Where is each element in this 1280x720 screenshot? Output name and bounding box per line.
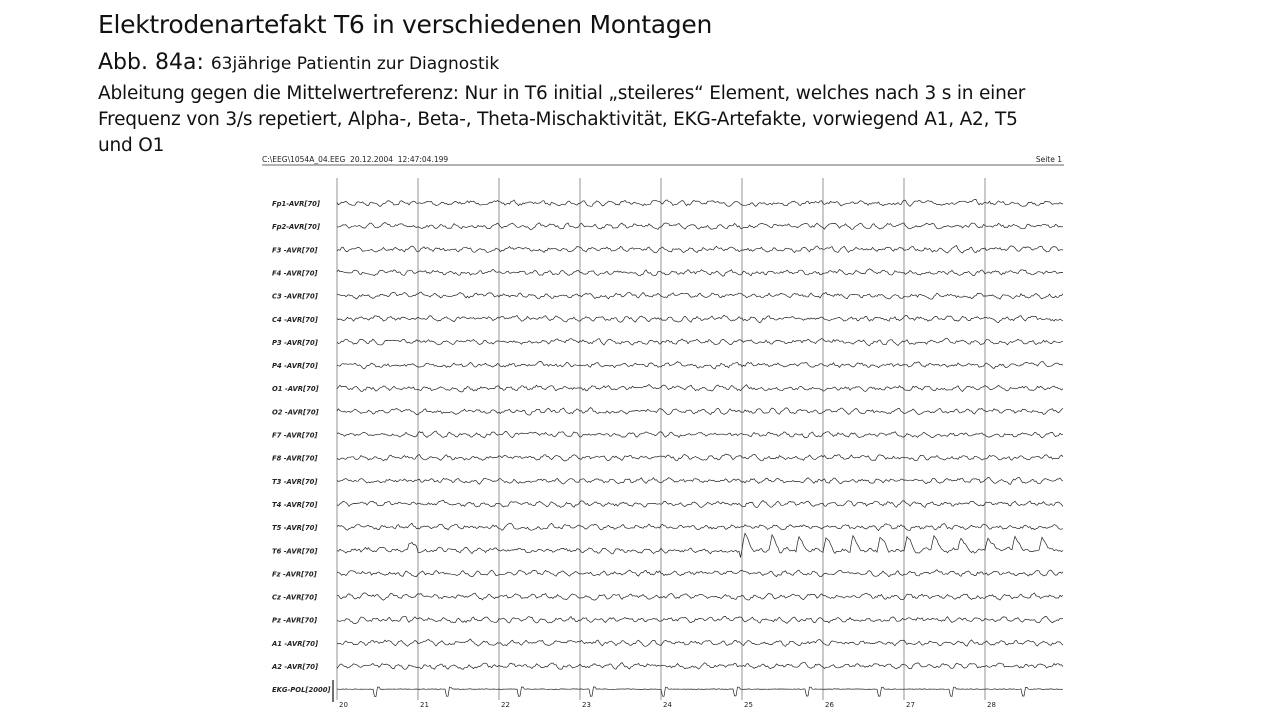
- eeg-trace: [336, 291, 1064, 300]
- description-line: Ableitung gegen die Mittelwertreferenz: …: [98, 83, 1026, 104]
- channel-label: P4 -AVR[70]: [272, 362, 319, 370]
- channel-label: F7 -AVR[70]: [272, 432, 318, 440]
- second-label: 27: [906, 701, 915, 709]
- second-label: 23: [582, 701, 591, 709]
- eeg-trace: [336, 661, 1064, 670]
- channel-label: A2 -AVR[70]: [271, 663, 319, 671]
- eeg-trace: [336, 532, 1064, 558]
- eeg-trace: [336, 522, 1064, 532]
- eeg-trace: [336, 615, 1064, 625]
- channel-label: Fp1-AVR[70]: [272, 200, 321, 208]
- channel-label: T5 -AVR[70]: [272, 524, 318, 532]
- eeg-trace: [336, 199, 1064, 208]
- eeg-trace: [336, 314, 1064, 324]
- eeg-trace: [336, 337, 1064, 347]
- channel-label: O2 -AVR[70]: [272, 408, 320, 416]
- eeg-trace: [336, 686, 1064, 697]
- eeg-traces: 20 21 22 23 24 25 26 27 28 Fp1-AVR[70] Fp2-AVR[70]…: [271, 178, 1064, 709]
- channel-label: O1 -AVR[70]: [272, 385, 320, 393]
- eeg-trace: [336, 361, 1064, 370]
- channel-label: T3 -AVR[70]: [272, 478, 318, 486]
- channel-label: Fz -AVR[70]: [272, 570, 318, 578]
- eeg-trace: [336, 569, 1064, 578]
- description-line: Frequenz von 3/s repetiert, Alpha-, Beta…: [98, 109, 1018, 130]
- eeg-trace: [336, 453, 1064, 462]
- description-line: und O1: [98, 135, 165, 156]
- second-label: 24: [663, 701, 672, 709]
- channel-label: Pz -AVR[70]: [272, 617, 318, 625]
- second-label: 22: [501, 701, 510, 709]
- eeg-trace: [336, 268, 1064, 277]
- second-label: 21: [420, 701, 429, 709]
- eeg-trace: [336, 384, 1064, 393]
- channel-label: C3 -AVR[70]: [272, 293, 319, 301]
- second-label: 25: [744, 701, 753, 709]
- eeg-trace: [336, 221, 1064, 231]
- channel-label: P3 -AVR[70]: [272, 339, 319, 347]
- figure-label: Abb. 84a:: [98, 50, 204, 75]
- channel-label: F3 -AVR[70]: [272, 246, 318, 254]
- eeg-trace: [336, 407, 1064, 416]
- second-label: 20: [339, 701, 348, 709]
- slide-title: Elektrodenartefakt T6 in verschiedenen M…: [98, 10, 713, 39]
- eeg-trace: [336, 245, 1064, 254]
- channel-label: F4 -AVR[70]: [272, 269, 318, 277]
- file-header: C:\EEG\1054A_04.EEG 20.12.2004 12:47:04.…: [262, 155, 448, 164]
- figure-text: 63jährige Patientin zur Diagnostik: [210, 54, 500, 74]
- page-number: Seite 1: [1036, 155, 1062, 164]
- channel-label: Fp2-AVR[70]: [272, 223, 321, 231]
- channel-label: A1 -AVR[70]: [271, 640, 319, 648]
- channel-label: Cz -AVR[70]: [272, 594, 318, 602]
- second-label: 26: [825, 701, 834, 709]
- eeg-trace: [336, 500, 1064, 508]
- figure-caption: Abb. 84a: 63jährige Patientin zur Diagno…: [98, 50, 499, 75]
- eeg-trace: [336, 477, 1064, 485]
- eeg-trace: [336, 592, 1064, 601]
- channel-label: T6 -AVR[70]: [272, 547, 318, 555]
- eeg-trace: [336, 430, 1064, 439]
- channel-label: F8 -AVR[70]: [272, 455, 318, 463]
- eeg-trace: [336, 638, 1064, 647]
- channel-label: EKG-POL[2000]: [272, 686, 331, 694]
- second-label: 28: [987, 701, 996, 709]
- channel-label: T4 -AVR[70]: [272, 501, 318, 509]
- eeg-sheet: [258, 146, 1068, 720]
- channel-label: C4 -AVR[70]: [272, 316, 319, 324]
